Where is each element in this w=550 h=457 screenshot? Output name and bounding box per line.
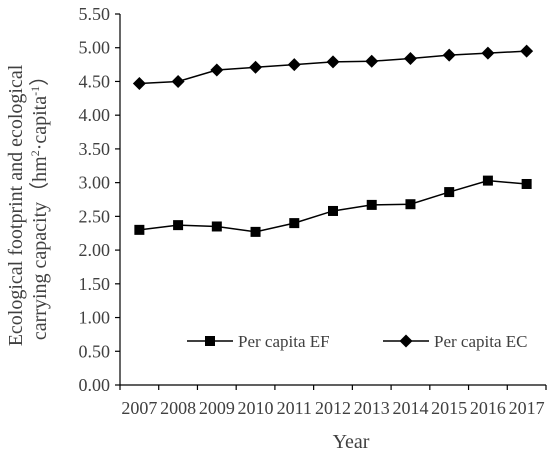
data-point-ef bbox=[289, 218, 300, 229]
legend-item-ec: Per capita EC bbox=[383, 332, 527, 351]
y-axis-unit-sup2: -1 bbox=[28, 86, 42, 96]
y-tick-label: 0.50 bbox=[79, 341, 111, 361]
x-tick-label: 2008 bbox=[160, 398, 196, 418]
data-point-ec bbox=[171, 74, 185, 88]
x-tick-label: 2013 bbox=[354, 398, 390, 418]
x-axis: 2007 2008 2009 2010 2011 2012 2013 2014 2015 2016… bbox=[119, 384, 547, 418]
series-ec bbox=[132, 44, 534, 90]
x-tick-label: 2014 bbox=[392, 398, 428, 418]
y-axis-title: Ecological footprint and ecological carr… bbox=[5, 60, 51, 347]
data-point-ec bbox=[442, 48, 456, 62]
y-tick-label: 1.00 bbox=[79, 308, 111, 328]
x-tick-label: 2011 bbox=[277, 398, 312, 418]
x-tick-label: 2007 bbox=[121, 398, 157, 418]
x-tick-label: 2010 bbox=[238, 398, 274, 418]
data-point-ef bbox=[134, 224, 145, 235]
data-point-ec bbox=[210, 63, 224, 77]
data-point-ec bbox=[481, 46, 495, 60]
data-point-ef bbox=[328, 205, 338, 216]
data-point-ef bbox=[250, 226, 261, 237]
data-point-ef bbox=[173, 220, 184, 231]
data-point-ec bbox=[326, 55, 340, 69]
y-tick-label: 1.50 bbox=[79, 274, 111, 294]
x-tick-label: 2017 bbox=[509, 398, 545, 418]
x-tick-label: 2012 bbox=[315, 398, 351, 418]
legend-marker-ec bbox=[399, 334, 413, 348]
x-tick-label: 2009 bbox=[199, 398, 235, 418]
legend-label-ec: Per capita EC bbox=[434, 332, 527, 351]
data-point-ec bbox=[249, 60, 263, 74]
data-point-ef bbox=[366, 199, 377, 210]
y-axis-unit-close: ） bbox=[28, 66, 51, 86]
y-tick-label: 3.00 bbox=[79, 173, 111, 193]
y-tick-label: 2.00 bbox=[79, 240, 111, 260]
y-tick-label: 5.50 bbox=[79, 4, 111, 24]
data-point-ec bbox=[365, 54, 379, 68]
y-tick-label: 0.00 bbox=[79, 375, 111, 395]
data-point-ef bbox=[405, 199, 416, 210]
legend-marker-ef bbox=[205, 336, 215, 346]
y-axis-title-line1: Ecological footprint and ecological bbox=[5, 64, 27, 346]
legend: Per capita EF Per capita EC bbox=[187, 332, 527, 351]
data-point-ef bbox=[521, 178, 532, 189]
data-point-ef bbox=[482, 175, 493, 186]
x-axis-title: Year bbox=[333, 431, 370, 453]
legend-item-ef: Per capita EF bbox=[187, 332, 330, 351]
y-tick-label: 5.00 bbox=[79, 38, 111, 58]
series-group bbox=[132, 44, 534, 237]
data-point-ec bbox=[287, 58, 301, 72]
y-axis-title-line2: carrying capacity（hm bbox=[28, 156, 51, 340]
data-point-ec bbox=[520, 44, 534, 58]
series-ef bbox=[134, 175, 532, 237]
y-axis: 0.00 0.50 1.00 1.50 2.00 2.50 3.00 3.50 4.00 4.50… bbox=[79, 4, 121, 395]
data-point-ef bbox=[444, 187, 455, 198]
data-point-ec bbox=[403, 52, 417, 66]
y-axis-unit-sup1: 2 bbox=[28, 150, 42, 156]
y-tick-label: 2.50 bbox=[79, 206, 111, 226]
data-point-ef bbox=[211, 221, 222, 232]
x-tick-label: 2016 bbox=[470, 398, 506, 418]
y-tick-label: 4.00 bbox=[79, 105, 111, 125]
y-axis-unit-mid: ·capita bbox=[29, 96, 51, 151]
data-point-ec bbox=[132, 76, 146, 90]
y-tick-label: 4.50 bbox=[79, 71, 111, 91]
x-tick-label: 2015 bbox=[431, 398, 467, 418]
legend-label-ef: Per capita EF bbox=[238, 332, 330, 351]
y-tick-label: 3.50 bbox=[79, 139, 111, 159]
